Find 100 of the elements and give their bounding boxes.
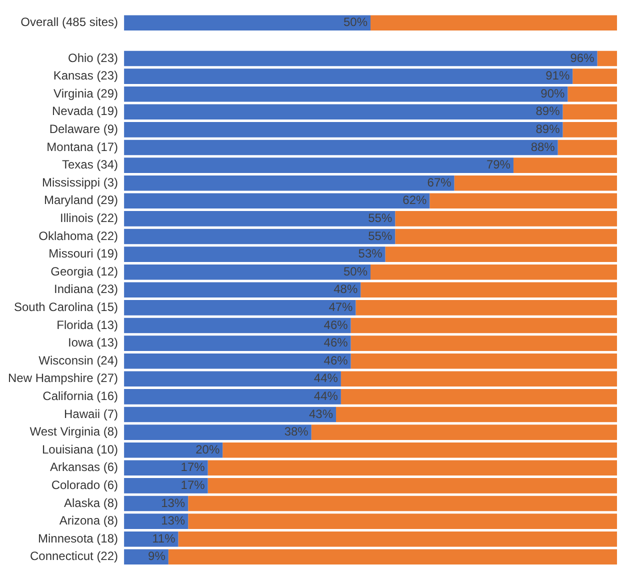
y-tick-label: Iowa (13) bbox=[68, 336, 118, 350]
y-tick-label: Alaska (8) bbox=[64, 496, 118, 510]
bar bbox=[208, 460, 617, 476]
data-label: 20% bbox=[196, 442, 220, 456]
data-label: 88% bbox=[530, 140, 556, 154]
bar bbox=[513, 158, 617, 173]
bar bbox=[124, 50, 598, 66]
data-label: 9% bbox=[148, 549, 166, 564]
bar bbox=[562, 104, 617, 120]
bar bbox=[360, 282, 617, 298]
bar bbox=[208, 478, 617, 494]
y-tick-label: Illinois (22) bbox=[60, 211, 118, 226]
bar bbox=[597, 50, 617, 66]
bar bbox=[124, 158, 514, 173]
bar bbox=[124, 228, 396, 244]
bar bbox=[385, 246, 617, 262]
bar bbox=[124, 211, 396, 226]
bar bbox=[340, 389, 617, 404]
y-tick-label: Montana (17) bbox=[46, 140, 118, 154]
bar bbox=[124, 282, 361, 298]
data-label: 55% bbox=[368, 211, 392, 226]
data-label: 50% bbox=[343, 264, 368, 278]
y-tick-label: Connecticut (22) bbox=[30, 549, 118, 564]
bar bbox=[124, 478, 208, 494]
data-label: 55% bbox=[368, 228, 392, 243]
bar bbox=[340, 371, 617, 387]
bar bbox=[356, 300, 617, 316]
bar bbox=[370, 264, 617, 280]
bar bbox=[188, 496, 617, 512]
y-tick-label: Mississippi (3) bbox=[42, 175, 118, 190]
bar bbox=[124, 68, 573, 84]
data-label: 38% bbox=[284, 424, 309, 439]
data-label: 46% bbox=[324, 353, 348, 368]
bar bbox=[124, 336, 351, 351]
data-label: 47% bbox=[328, 300, 354, 314]
y-tick-label: South Carolina (15) bbox=[14, 300, 118, 314]
bar bbox=[124, 140, 558, 156]
y-tick-label: Wisconsin (24) bbox=[38, 353, 118, 368]
data-label: 50% bbox=[343, 15, 368, 30]
data-label: 43% bbox=[308, 406, 334, 421]
y-tick-label: Maryland (29) bbox=[44, 193, 118, 208]
bar bbox=[124, 389, 341, 404]
bar bbox=[124, 531, 178, 547]
data-label: 91% bbox=[546, 68, 570, 83]
y-tick-label: Texas (34) bbox=[62, 158, 118, 172]
data-label: 89% bbox=[536, 104, 560, 118]
bar bbox=[311, 424, 617, 440]
data-label: 17% bbox=[180, 460, 206, 474]
bar bbox=[124, 353, 351, 369]
bar bbox=[558, 140, 617, 156]
y-tick-label: Arkansas (6) bbox=[50, 460, 118, 474]
data-label: 44% bbox=[314, 389, 338, 404]
bar bbox=[124, 246, 386, 262]
bar bbox=[454, 175, 617, 191]
bar bbox=[430, 193, 617, 209]
y-tick-label: Kansas (23) bbox=[53, 68, 118, 83]
y-tick-label: Arizona (8) bbox=[59, 514, 118, 528]
y-tick-label: Overall (485 sites) bbox=[20, 15, 118, 30]
bar bbox=[124, 460, 208, 476]
bar bbox=[124, 86, 568, 102]
data-label: 79% bbox=[486, 158, 511, 172]
bar bbox=[124, 15, 371, 31]
y-tick-label: Nevada (19) bbox=[52, 104, 118, 118]
bar bbox=[562, 122, 617, 138]
bar bbox=[124, 175, 454, 191]
data-label: 13% bbox=[161, 496, 186, 510]
data-label: 11% bbox=[152, 531, 176, 546]
y-tick-label: Delaware (9) bbox=[49, 122, 118, 136]
y-tick-label: Minnesota (18) bbox=[38, 531, 118, 546]
bar bbox=[395, 228, 617, 244]
y-tick-label: Virginia (29) bbox=[54, 86, 118, 100]
data-label: 96% bbox=[570, 50, 595, 65]
y-tick-label: Ohio (23) bbox=[68, 50, 118, 65]
bar bbox=[222, 442, 617, 458]
data-label: 13% bbox=[161, 514, 186, 528]
y-tick-label: Hawaii (7) bbox=[64, 406, 118, 421]
bar bbox=[124, 300, 356, 316]
y-tick-label: West Virginia (8) bbox=[30, 424, 118, 439]
y-tick-label: Louisiana (10) bbox=[42, 442, 118, 456]
y-tick-label: Florida (13) bbox=[56, 318, 118, 332]
bar bbox=[370, 15, 617, 31]
bar bbox=[188, 514, 617, 529]
bar bbox=[124, 424, 312, 440]
bar bbox=[124, 371, 341, 387]
bar bbox=[350, 336, 617, 351]
data-label: 46% bbox=[324, 336, 348, 350]
bar bbox=[124, 318, 351, 334]
y-tick-label: Missouri (19) bbox=[48, 246, 118, 261]
bar bbox=[395, 211, 617, 226]
bar bbox=[124, 122, 563, 138]
data-label: 89% bbox=[536, 122, 560, 136]
data-label: 17% bbox=[180, 478, 206, 492]
bar bbox=[124, 104, 563, 120]
bar bbox=[350, 318, 617, 334]
data-label: 67% bbox=[427, 175, 452, 190]
data-label: 46% bbox=[324, 318, 348, 332]
y-tick-label: Indiana (23) bbox=[54, 282, 118, 296]
bar bbox=[178, 531, 617, 547]
bar bbox=[124, 193, 430, 209]
data-label: 53% bbox=[358, 246, 383, 261]
